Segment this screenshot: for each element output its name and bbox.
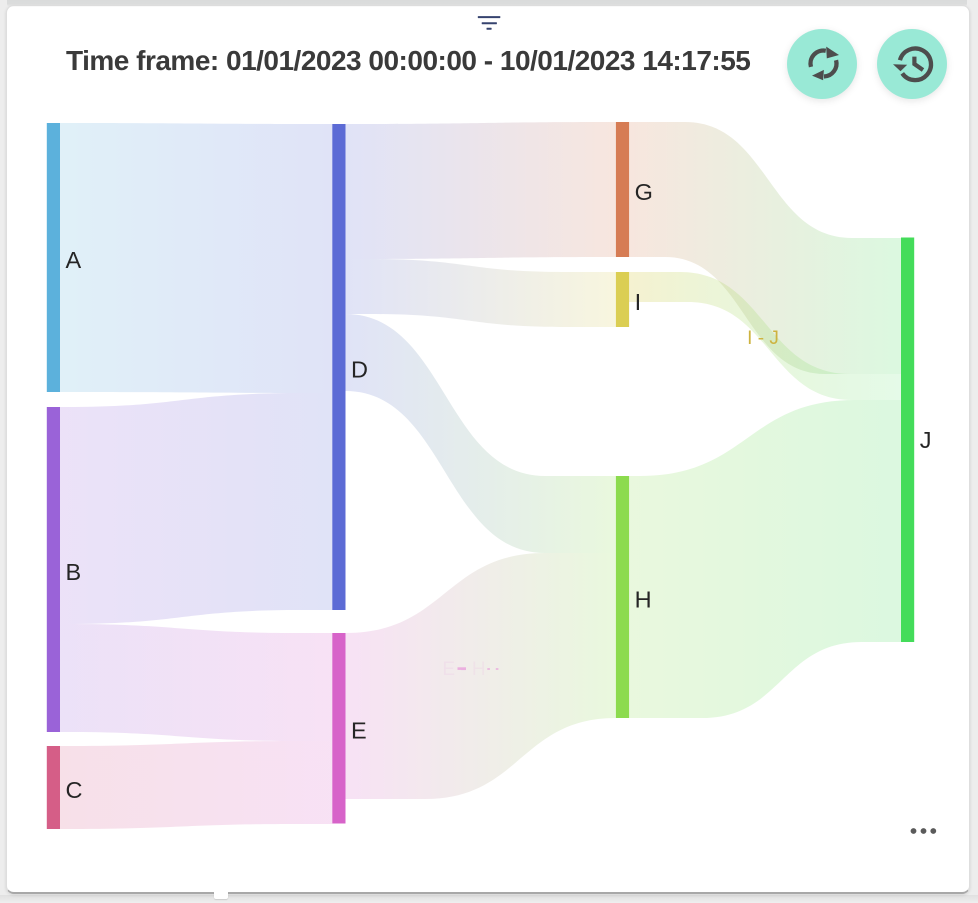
svg-text:E: E — [351, 718, 367, 744]
svg-text:I - J: I - J — [747, 328, 779, 349]
svg-text:G: G — [635, 179, 653, 205]
svg-text:C: C — [66, 777, 83, 803]
svg-text:B: B — [66, 559, 82, 585]
svg-text:J: J — [920, 427, 932, 453]
svg-text:A: A — [66, 247, 82, 273]
svg-text:D: D — [351, 357, 368, 383]
svg-text:I: I — [635, 289, 642, 315]
svg-text:H: H — [635, 587, 652, 613]
